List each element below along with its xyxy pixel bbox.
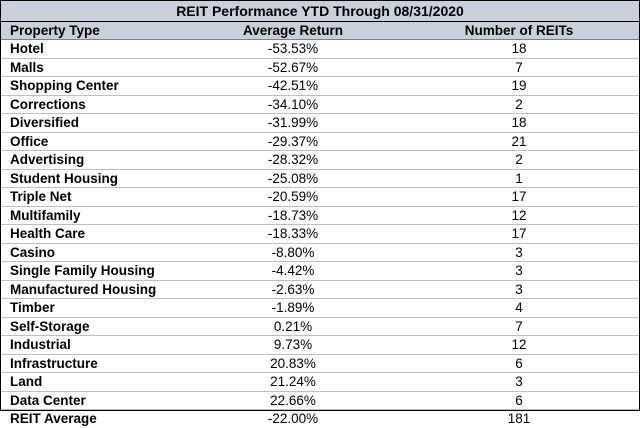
cell-average-return: 22.66%: [187, 391, 399, 410]
cell-number-of-reits: 6: [399, 354, 639, 373]
header-property-type: Property Type: [1, 22, 187, 40]
cell-property-type: Advertising: [1, 150, 187, 170]
cell-average-return: -2.63%: [187, 280, 399, 299]
cell-average-return: -1.89%: [187, 298, 399, 318]
table-row: Infrastructure 20.83% 6: [1, 354, 639, 373]
cell-number-of-reits: 7: [399, 58, 639, 77]
cell-average-return: 0.21%: [187, 317, 399, 336]
cell-number-of-reits: 3: [399, 372, 639, 392]
cell-average-return: 20.83%: [187, 354, 399, 373]
cell-average-return: -8.80%: [187, 243, 399, 262]
cell-number-of-reits: 1: [399, 169, 639, 188]
cell-number-of-reits: 3: [399, 243, 639, 262]
cell-property-type: Malls: [1, 58, 187, 77]
cell-average-return: -4.42%: [187, 261, 399, 281]
cell-property-type: Triple Net: [1, 187, 187, 207]
cell-average-return: -34.10%: [187, 95, 399, 114]
table-title: REIT Performance YTD Through 08/31/2020: [1, 1, 639, 22]
header-number-of-reits: Number of REITs: [399, 22, 639, 40]
table-row: Student Housing -25.08% 1: [1, 169, 639, 188]
table-row: Malls -52.67% 7: [1, 58, 639, 77]
cell-number-of-reits: 17: [399, 224, 639, 244]
cell-average-return: 9.73%: [187, 335, 399, 355]
cell-average-return-total: -22.00%: [187, 409, 399, 428]
cell-property-type: Student Housing: [1, 169, 187, 188]
table-row: Single Family Housing -4.42% 3: [1, 261, 639, 281]
cell-property-type: Industrial: [1, 335, 187, 355]
cell-property-type: Health Care: [1, 224, 187, 244]
table-row: Hotel -53.53% 18: [1, 39, 639, 59]
cell-average-return: -29.37%: [187, 132, 399, 151]
cell-number-of-reits: 19: [399, 76, 639, 96]
cell-average-label: REIT Average: [1, 409, 187, 428]
header-row: Property Type Average Return Number of R…: [1, 22, 639, 40]
cell-number-of-reits: 21: [399, 132, 639, 151]
cell-property-type: Manufactured Housing: [1, 280, 187, 299]
cell-number-of-reits: 6: [399, 391, 639, 410]
cell-property-type: Infrastructure: [1, 354, 187, 373]
table-row: Diversified -31.99% 18: [1, 113, 639, 133]
cell-property-type: Hotel: [1, 39, 187, 59]
cell-average-return: -25.08%: [187, 169, 399, 188]
cell-property-type: Shopping Center: [1, 76, 187, 96]
cell-average-return: -20.59%: [187, 187, 399, 207]
cell-number-of-reits: 18: [399, 113, 639, 133]
cell-number-of-reits: 3: [399, 280, 639, 299]
data-table: Property Type Average Return Number of R…: [1, 22, 639, 428]
cell-number-of-reits: 17: [399, 187, 639, 207]
table-row: Triple Net -20.59% 17: [1, 187, 639, 207]
cell-property-type: Self-Storage: [1, 317, 187, 336]
cell-average-return: 21.24%: [187, 372, 399, 392]
table-row: Casino -8.80% 3: [1, 243, 639, 262]
header-average-return: Average Return: [187, 22, 399, 40]
table-row: Office -29.37% 21: [1, 132, 639, 151]
cell-number-of-reits: 2: [399, 95, 639, 114]
cell-number-of-reits: 12: [399, 335, 639, 355]
table-row: Self-Storage 0.21% 7: [1, 317, 639, 336]
table-row: Shopping Center -42.51% 19: [1, 76, 639, 96]
cell-property-type: Multifamily: [1, 206, 187, 225]
cell-number-of-reits: 7: [399, 317, 639, 336]
cell-total-reits: 181: [399, 409, 639, 428]
cell-number-of-reits: 18: [399, 39, 639, 59]
table-row: Health Care -18.33% 17: [1, 224, 639, 244]
table-row: Industrial 9.73% 12: [1, 335, 639, 355]
cell-number-of-reits: 3: [399, 261, 639, 281]
cell-number-of-reits: 4: [399, 298, 639, 318]
cell-average-return: -31.99%: [187, 113, 399, 133]
cell-average-return: -18.73%: [187, 206, 399, 225]
table-row: Timber -1.89% 4: [1, 298, 639, 318]
table-row: Multifamily -18.73% 12: [1, 206, 639, 225]
cell-average-return: -42.51%: [187, 76, 399, 96]
table-row: Data Center 22.66% 6: [1, 391, 639, 410]
table-row: Corrections -34.10% 2: [1, 95, 639, 114]
cell-property-type: Data Center: [1, 391, 187, 410]
cell-average-return: -52.67%: [187, 58, 399, 77]
cell-property-type: Land: [1, 372, 187, 392]
cell-property-type: Corrections: [1, 95, 187, 114]
table-row: Manufactured Housing -2.63% 3: [1, 280, 639, 299]
cell-property-type: Casino: [1, 243, 187, 262]
cell-property-type: Single Family Housing: [1, 261, 187, 281]
table-row: Land 21.24% 3: [1, 372, 639, 392]
cell-average-return: -18.33%: [187, 224, 399, 244]
cell-number-of-reits: 2: [399, 150, 639, 170]
cell-property-type: Office: [1, 132, 187, 151]
cell-property-type: Timber: [1, 298, 187, 318]
cell-number-of-reits: 12: [399, 206, 639, 225]
cell-average-return: -53.53%: [187, 39, 399, 59]
table-row: Advertising -28.32% 2: [1, 150, 639, 170]
average-row: REIT Average -22.00% 181: [1, 409, 639, 428]
cell-property-type: Diversified: [1, 113, 187, 133]
cell-average-return: -28.32%: [187, 150, 399, 170]
